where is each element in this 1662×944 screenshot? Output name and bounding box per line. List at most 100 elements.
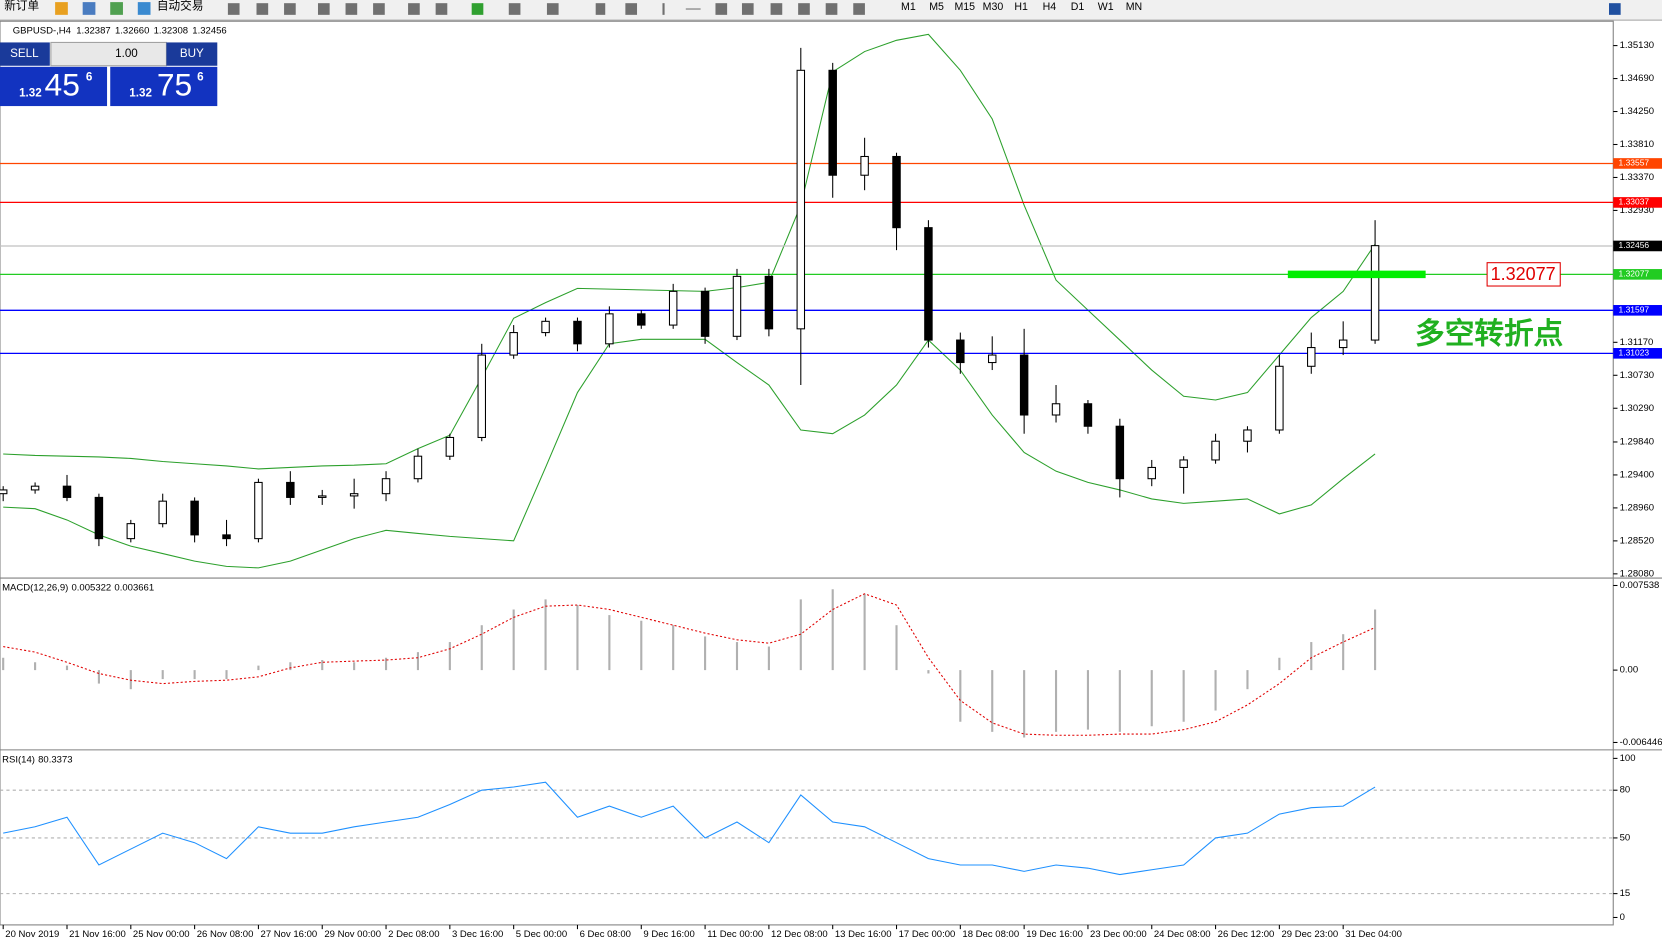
ask-box[interactable] [110, 66, 218, 107]
candle-body [987, 354, 997, 364]
timeframe[interactable]: M1 [901, 1, 916, 13]
ohlc: 1.32387 [76, 25, 110, 36]
level-tag [1613, 348, 1662, 359]
candle-body [477, 354, 486, 439]
candle-body [1179, 459, 1188, 468]
bollinger-band [3, 33, 1376, 470]
icon[interactable] [1609, 3, 1621, 15]
candle-body [62, 485, 72, 498]
ohlc: 1.32660 [115, 25, 149, 36]
icon[interactable] [685, 8, 701, 10]
x-tick-label: 27 Nov 16:00 [261, 929, 318, 940]
icon[interactable] [55, 2, 68, 15]
x-tick-label: 5 Dec 00:00 [516, 929, 567, 940]
ohlc: 1.32308 [154, 25, 188, 36]
candle-body [94, 496, 104, 540]
candle-body [254, 481, 263, 540]
icon[interactable] [853, 3, 865, 15]
timeframe[interactable]: MN [1126, 1, 1142, 13]
icon[interactable] [546, 3, 559, 15]
buy-button[interactable] [166, 42, 218, 66]
candle-body [860, 155, 869, 176]
icon[interactable] [435, 3, 448, 15]
x-tick-label: 25 Nov 00:00 [133, 929, 190, 940]
icon[interactable] [317, 3, 330, 15]
candle-body [190, 500, 199, 536]
candle-body [764, 275, 774, 330]
rsi-value: 80.3373 [38, 754, 72, 765]
x-tick-label: 20 Nov 2019 [5, 929, 59, 940]
icon[interactable] [137, 2, 151, 15]
candle-body [1083, 403, 1093, 427]
candle-body [0, 489, 8, 495]
sell-button[interactable] [0, 42, 50, 66]
y-tick-label: 1.28960 [1620, 502, 1654, 513]
candle-body [349, 493, 359, 497]
icon[interactable] [110, 2, 123, 15]
x-tick-label: 9 Dec 16:00 [643, 929, 694, 940]
y-tick-label: 1.30290 [1620, 403, 1654, 414]
icon[interactable] [284, 3, 296, 15]
tool-icons [227, 3, 1621, 15]
icon[interactable] [662, 3, 665, 15]
timeframe[interactable]: D1 [1071, 1, 1085, 13]
new-order[interactable]: 新订单 [4, 0, 39, 12]
icon[interactable] [408, 3, 420, 15]
icon[interactable] [373, 3, 385, 15]
icon[interactable] [825, 3, 838, 15]
y-tick-label: 1.28080 [1620, 568, 1654, 579]
icon[interactable] [595, 3, 606, 15]
icon[interactable] [798, 3, 810, 15]
x-tick-label: 29 Nov 00:00 [324, 929, 381, 940]
macd-signal [3, 593, 1376, 736]
icon[interactable] [508, 3, 521, 15]
ohlc: 1.32456 [192, 25, 226, 36]
candle-body [541, 320, 550, 334]
candle-body [30, 485, 40, 491]
timeframe[interactable]: H1 [1014, 1, 1028, 13]
icon[interactable] [715, 3, 728, 15]
y-tick-label: 50 [1620, 832, 1631, 843]
symbol: GBPUSD-,H4 [13, 25, 72, 36]
x-tick-label: 17 Dec 00:00 [899, 929, 956, 940]
icon[interactable] [227, 3, 240, 15]
candle-body [126, 523, 136, 540]
icon[interactable] [770, 3, 783, 15]
auto-trading[interactable]: 自动交易 [157, 0, 204, 12]
timeframe[interactable]: M15 [954, 1, 975, 13]
level-label: 1.33037 [1619, 197, 1650, 207]
sell-label[interactable]: SELL [10, 47, 39, 60]
icon[interactable] [256, 3, 269, 15]
macd-title: MACD(12,26,9) [2, 582, 68, 593]
candle-body [1275, 365, 1284, 431]
candle-body [924, 227, 933, 341]
candle-body [317, 495, 327, 498]
bid-box[interactable] [0, 66, 108, 107]
timeframe[interactable]: M30 [983, 1, 1004, 13]
timeframe[interactable]: W1 [1098, 1, 1114, 13]
timeframe[interactable]: M5 [929, 1, 944, 13]
lot-spinner[interactable] [50, 41, 167, 67]
candle-body [1370, 245, 1380, 341]
candle-body [605, 313, 614, 345]
buy-label[interactable]: BUY [180, 47, 204, 60]
level-label: 1.31023 [1619, 348, 1650, 358]
level-tag [1613, 269, 1662, 280]
icon[interactable] [82, 2, 96, 15]
icon[interactable] [471, 3, 484, 15]
candle-body [445, 436, 455, 457]
icon[interactable] [741, 3, 754, 15]
annotation-price: 1.32077 [1491, 264, 1556, 284]
y-tick-label: 1.34690 [1620, 73, 1654, 84]
candle-body [222, 534, 231, 540]
y-tick-label: 0.007538 [1620, 580, 1660, 591]
icon[interactable] [345, 3, 358, 15]
y-tick-label: 1.29400 [1620, 469, 1654, 480]
toolbar: 新订单 自动交易 [0, 0, 1662, 21]
lot-size[interactable]: 1.00 [115, 47, 138, 60]
symbol-header: GBPUSD-,H4 1.32387 1.32660 1.32308 1.32456 [13, 25, 227, 36]
macd-header: MACD(12,26,9) 0.005322 0.003661 [2, 582, 154, 593]
timeframe[interactable]: H4 [1043, 1, 1057, 13]
icon[interactable] [625, 3, 638, 15]
